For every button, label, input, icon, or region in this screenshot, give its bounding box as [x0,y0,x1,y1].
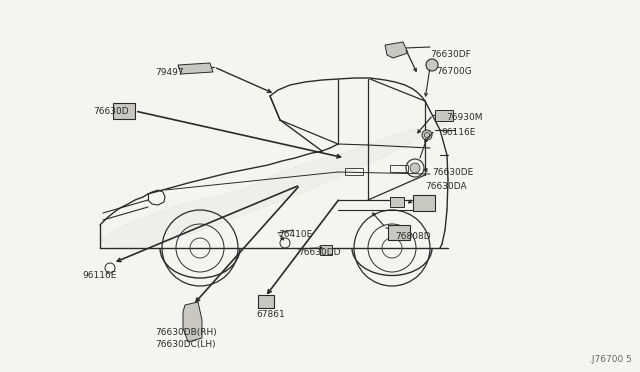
Text: 76410E: 76410E [278,230,312,239]
Bar [435,110,453,121]
Circle shape [422,130,432,140]
Circle shape [410,163,420,173]
Text: 76700G: 76700G [436,67,472,76]
Text: 76930M: 76930M [446,113,483,122]
Text: .J76700 5: .J76700 5 [589,355,632,364]
Polygon shape [178,63,213,74]
Bar [388,225,410,240]
Text: 96116E: 96116E [441,128,476,137]
Text: 76630DD: 76630DD [298,248,340,257]
Polygon shape [385,42,408,58]
Text: 76808D: 76808D [395,232,431,241]
Text: 79497: 79497 [155,68,184,77]
Bar [390,197,404,207]
Text: 76630D: 76630D [93,107,129,116]
Bar [390,165,408,172]
Polygon shape [100,120,448,247]
Text: 67861: 67861 [256,310,285,319]
Text: 76630DA: 76630DA [425,182,467,191]
Bar [320,245,332,255]
Text: 76630DE: 76630DE [432,168,473,177]
Text: 76630DB(RH): 76630DB(RH) [155,328,217,337]
Text: 76630DF: 76630DF [430,50,471,59]
Bar [413,195,435,211]
Circle shape [426,59,438,71]
Bar [345,168,363,175]
Text: 96116E: 96116E [82,271,116,280]
Bar [113,103,135,119]
Polygon shape [183,302,202,342]
Text: 76630DC(LH): 76630DC(LH) [155,340,216,349]
Bar [258,295,274,308]
